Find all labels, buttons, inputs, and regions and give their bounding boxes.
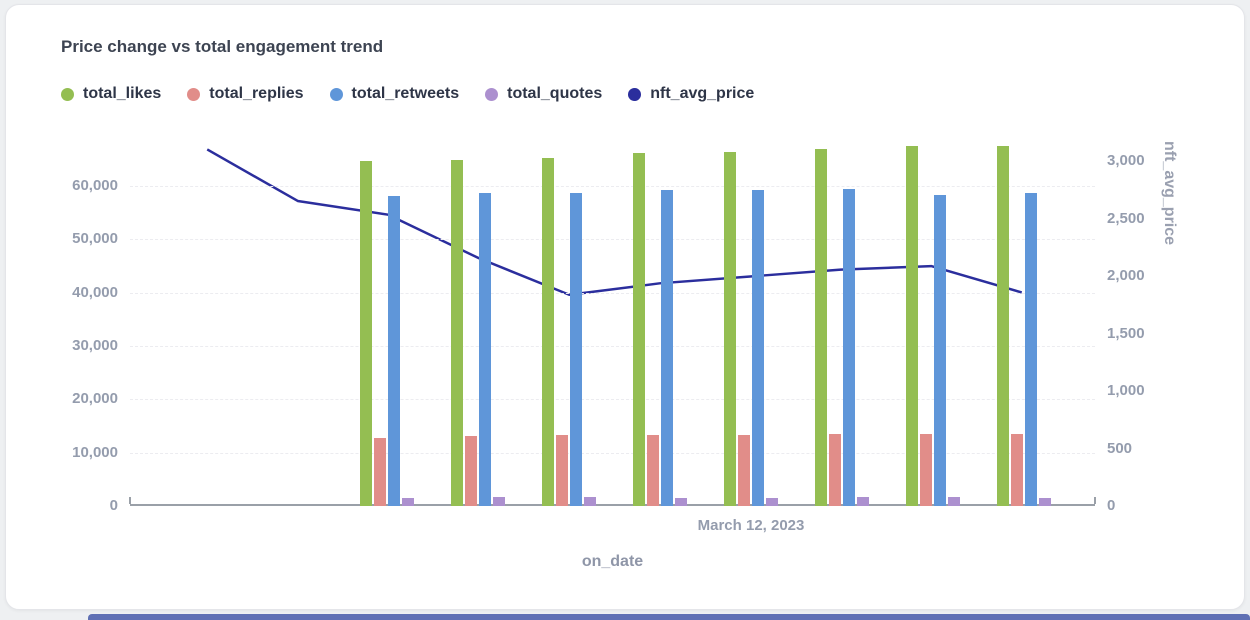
partial-next-section-strip: [88, 614, 1250, 620]
legend-label: total_likes: [83, 85, 162, 102]
legend-label: total_retweets: [351, 85, 460, 102]
bar-total_likes: [633, 153, 645, 506]
bar-total_quotes: [948, 497, 960, 506]
bar-total_replies: [829, 433, 841, 506]
legend-item-total_retweets[interactable]: total_retweets: [329, 85, 460, 103]
bar-total_likes: [542, 158, 554, 506]
legend-label: nft_avg_price: [650, 85, 755, 102]
bar-total_retweets: [752, 190, 764, 506]
right-axis-tick: 2,500: [1107, 209, 1145, 227]
bar-total_quotes: [584, 497, 596, 506]
legend-item-total_replies[interactable]: total_replies: [187, 85, 304, 103]
bar-total_quotes: [766, 497, 778, 506]
bar-total_retweets: [479, 193, 491, 506]
left-axis-tick: 20,000: [72, 390, 118, 408]
x-axis-tick-label: March 12, 2023: [697, 517, 805, 534]
bar-total_replies: [556, 435, 568, 506]
right-axis-tick: 2,000: [1107, 267, 1145, 284]
left-axis-tick: 50,000: [72, 230, 118, 248]
bar-total_quotes: [857, 497, 869, 506]
right-axis-tick: 0: [1107, 497, 1116, 514]
gridline: [130, 292, 1095, 294]
total_likes-legend-dot-icon: [61, 87, 74, 101]
bar-total_likes: [906, 146, 918, 506]
axis-end-tick: [129, 497, 131, 504]
gridline: [130, 399, 1095, 401]
legend-item-nft_avg_price[interactable]: nft_avg_price: [628, 85, 754, 103]
bar-total_replies: [738, 435, 750, 506]
nft-avg-price-line: [206, 148, 1023, 296]
bar-total_replies: [647, 435, 659, 506]
legend-label: total_quotes: [507, 85, 603, 102]
axis-end-tick: [1094, 497, 1096, 504]
right-axis-tick: 1,500: [1107, 324, 1145, 342]
left-axis-tick: 0: [109, 497, 118, 514]
bar-total_likes: [360, 160, 372, 506]
bar-total_replies: [374, 437, 386, 506]
right-axis-tick: 3,000: [1107, 152, 1145, 169]
bar-total_likes: [724, 152, 736, 506]
bar-total_quotes: [493, 497, 505, 506]
gridline: [130, 239, 1095, 241]
right-axis-tick-labels: 0 500 1,000 1,500 2,000 2,500 3,000: [1107, 141, 1197, 514]
x-axis-title: on_date: [581, 553, 644, 570]
bar-total_retweets: [570, 193, 582, 506]
total_retweets-legend-dot-icon: [329, 87, 343, 101]
gridline: [130, 345, 1095, 347]
bar-total_quotes: [1039, 497, 1051, 506]
bar-total_replies: [1011, 433, 1023, 506]
legend-item-total_likes[interactable]: total_likes: [61, 85, 161, 103]
right-axis-title: nft_avg_price: [1161, 141, 1178, 246]
bar-total_retweets: [934, 194, 946, 506]
bar-total_likes: [997, 145, 1009, 506]
left-axis-tick: 60,000: [72, 176, 118, 194]
bar-total_likes: [815, 149, 827, 506]
gridline: [130, 185, 1095, 187]
bar-total_retweets: [661, 190, 673, 506]
left-axis-tick-labels: 0 10,000 20,000 30,000 40,000 50,000 60,000: [6, 141, 118, 514]
plot-area: [129, 141, 1096, 506]
bar-total_quotes: [402, 497, 414, 506]
bar-total_replies: [465, 435, 477, 506]
bar-total_likes: [451, 159, 463, 506]
legend-item-total_quotes[interactable]: total_quotes: [485, 85, 602, 103]
bar-total_replies: [920, 433, 932, 506]
left-axis-tick: 30,000: [72, 336, 118, 354]
total_replies-legend-dot-icon: [187, 87, 201, 101]
bar-total_retweets: [1025, 193, 1037, 506]
total_quotes-legend-dot-icon: [485, 87, 499, 101]
chart-title: Price change vs total engagement trend: [61, 37, 384, 56]
left-axis-tick: 40,000: [72, 283, 118, 301]
nft_avg_price-legend-dot-icon: [628, 87, 642, 101]
left-axis-tick: 10,000: [72, 443, 118, 461]
legend-label: total_replies: [209, 85, 304, 102]
right-axis-tick: 500: [1107, 439, 1133, 457]
chart-legend: total_likes total_replies total_retweets to…: [61, 85, 754, 103]
gridline: [130, 452, 1095, 454]
bar-total_retweets: [843, 189, 855, 506]
chart-card: Price change vs total engagement trend t…: [5, 4, 1245, 610]
right-axis-tick: 1,000: [1107, 382, 1145, 399]
bar-total_retweets: [388, 196, 400, 506]
bar-total_quotes: [675, 497, 687, 506]
